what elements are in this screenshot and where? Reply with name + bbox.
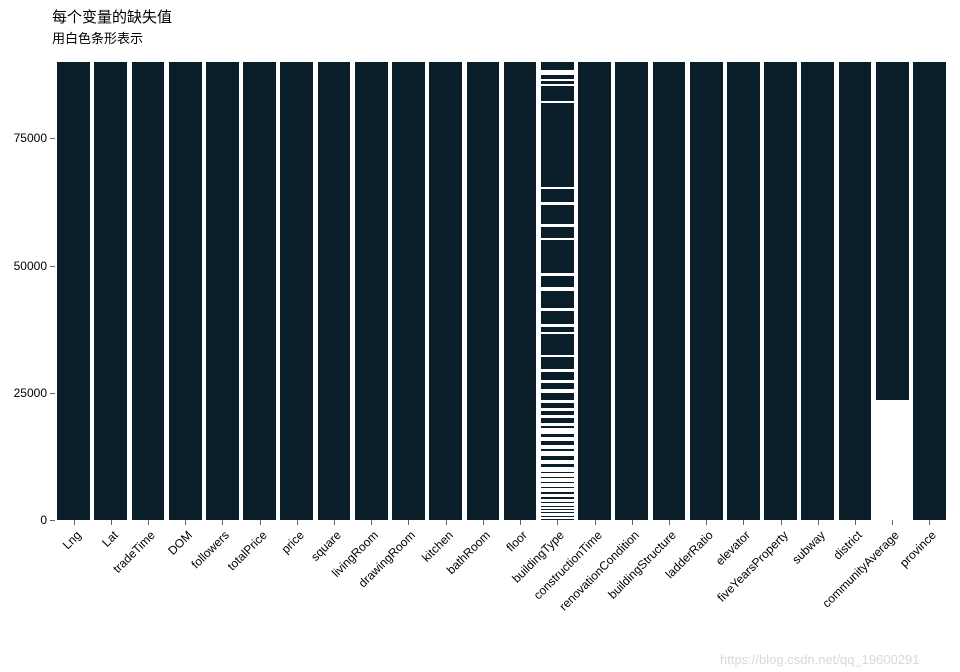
missing-gap	[541, 445, 574, 449]
missingness-bar	[94, 62, 127, 520]
missing-gap	[541, 369, 574, 372]
missing-gap	[541, 400, 574, 403]
x-tick	[855, 520, 856, 525]
missingness-bar	[206, 62, 239, 520]
missingness-bar	[839, 62, 872, 520]
missing-gap	[541, 510, 574, 513]
x-tick	[185, 520, 186, 525]
missing-gap	[541, 460, 574, 464]
missing-gap	[541, 473, 574, 477]
x-tick	[743, 520, 744, 525]
x-tick	[520, 520, 521, 525]
missingness-barplot	[55, 62, 948, 520]
x-tick	[706, 520, 707, 525]
missing-gap	[541, 224, 574, 228]
x-tick	[148, 520, 149, 525]
missingness-bar	[913, 62, 946, 520]
chart-title: 每个变量的缺失值	[52, 6, 172, 27]
y-tick	[50, 266, 55, 267]
missing-gap	[541, 513, 574, 516]
x-tick	[669, 520, 670, 525]
missing-gap	[541, 488, 574, 492]
x-tick	[260, 520, 261, 525]
missingness-bar	[132, 62, 165, 520]
missingness-bar	[727, 62, 760, 520]
x-tick	[632, 520, 633, 525]
missing-gap	[541, 324, 574, 327]
x-tick	[483, 520, 484, 525]
x-tick	[111, 520, 112, 525]
missingness-bar	[876, 62, 909, 520]
x-tick	[446, 520, 447, 525]
x-tick	[595, 520, 596, 525]
missing-gap	[541, 187, 574, 190]
missing-gap	[541, 287, 574, 291]
missingness-bar	[690, 62, 723, 520]
missingness-bar	[57, 62, 90, 520]
x-tick	[929, 520, 930, 525]
missingness-bar	[429, 62, 462, 520]
missing-gap	[541, 467, 574, 472]
missing-gap	[541, 437, 574, 441]
x-tick	[408, 520, 409, 525]
missing-gap	[541, 428, 574, 433]
y-tick-label: 75000	[0, 131, 47, 145]
missing-gap	[541, 478, 574, 482]
missingness-bar	[504, 62, 537, 520]
missingness-bar	[392, 62, 425, 520]
x-tick	[818, 520, 819, 525]
missing-gap	[541, 483, 574, 487]
missingness-bar	[280, 62, 313, 520]
missing-gap	[541, 507, 574, 509]
y-tick	[50, 393, 55, 394]
chart-subtitle: 用白色条形表示	[52, 28, 143, 47]
missingness-bar	[615, 62, 648, 520]
missing-gap	[541, 101, 574, 103]
missing-gap	[541, 70, 574, 75]
y-tick	[50, 520, 55, 521]
missing-gap	[541, 202, 574, 204]
missing-gap	[541, 84, 574, 86]
missing-gap	[541, 238, 574, 240]
missing-gap	[541, 503, 574, 506]
missingness-bar	[578, 62, 611, 520]
missing-gap	[541, 517, 574, 519]
x-tick	[371, 520, 372, 525]
missingness-bar	[764, 62, 797, 520]
missing-gap	[541, 423, 574, 426]
y-tick	[50, 138, 55, 139]
x-tick	[74, 520, 75, 525]
missingness-bar	[243, 62, 276, 520]
missing-gap	[541, 451, 574, 456]
missing-gap	[541, 499, 574, 503]
x-tick	[892, 520, 893, 525]
missingness-bar	[169, 62, 202, 520]
x-tick	[297, 520, 298, 525]
missingness-bar	[318, 62, 351, 520]
missing-gap	[541, 79, 574, 82]
missingness-bar	[653, 62, 686, 520]
missingness-bar	[541, 62, 574, 520]
missingness-bar	[467, 62, 500, 520]
missing-gap	[541, 494, 574, 498]
x-tick	[781, 520, 782, 525]
x-tick	[557, 520, 558, 525]
missing-gap	[541, 408, 574, 411]
y-tick-label: 50000	[0, 259, 47, 273]
y-tick-label: 0	[0, 513, 47, 527]
missing-gap	[541, 332, 574, 335]
missingness-bar	[801, 62, 834, 520]
x-tick	[334, 520, 335, 525]
missing-gap	[541, 308, 574, 312]
x-tick	[222, 520, 223, 525]
missing-gap	[541, 415, 574, 419]
missing-gap	[876, 400, 909, 520]
missing-gap	[541, 380, 574, 383]
missing-gap	[541, 273, 574, 276]
y-tick-label: 25000	[0, 386, 47, 400]
missing-gap	[541, 389, 574, 393]
missingness-bar	[355, 62, 388, 520]
missing-gap	[541, 355, 574, 358]
